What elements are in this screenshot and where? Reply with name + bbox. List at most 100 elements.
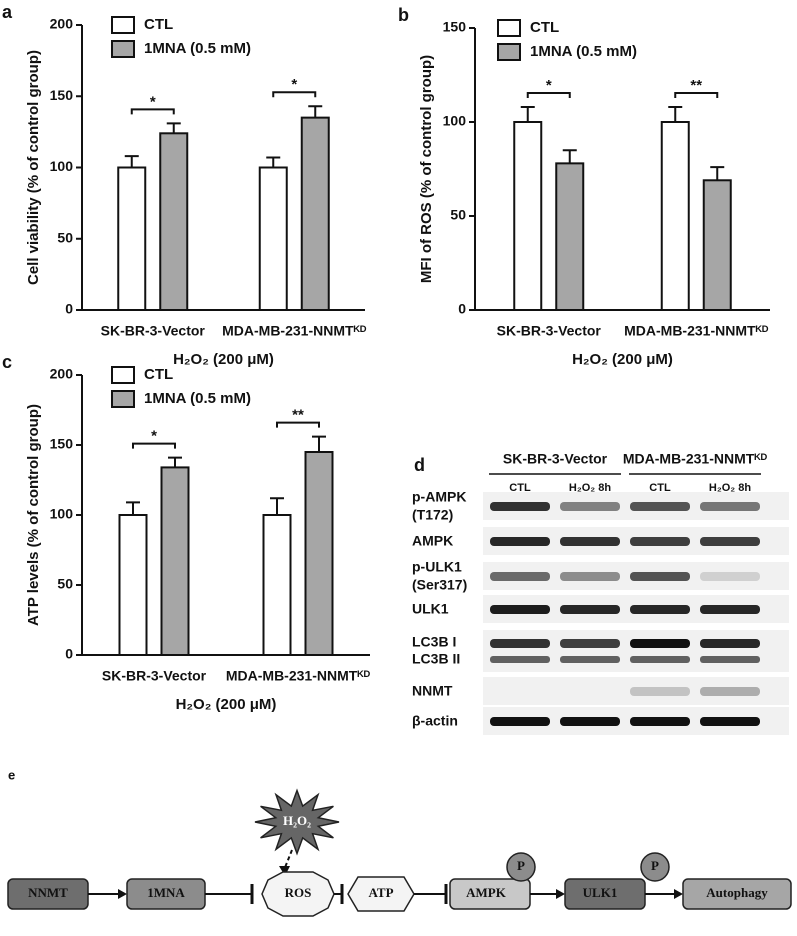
blot-band <box>560 572 620 581</box>
bar <box>304 451 334 656</box>
phospho-circle <box>506 852 536 882</box>
y-tick-label: 50 <box>57 576 73 592</box>
y-tick-label: 200 <box>50 16 74 32</box>
blot-band <box>490 656 550 663</box>
blot-band <box>560 537 620 546</box>
error-bar <box>126 501 140 515</box>
stimulus-burst <box>254 788 340 856</box>
row-label: (T172) <box>412 507 453 523</box>
node-label: ROS <box>285 885 312 900</box>
y-tick-label: 50 <box>450 207 466 223</box>
x-tick-label: SK-BR-3-Vector <box>102 668 207 684</box>
legend-swatch <box>497 19 521 37</box>
lane-label: CTL <box>509 482 531 494</box>
error-bar <box>668 105 683 122</box>
legend-swatch <box>111 390 135 408</box>
arrow-head <box>279 866 290 876</box>
blot-band <box>700 502 760 511</box>
blot-band <box>490 717 550 726</box>
error-bar <box>166 122 181 134</box>
error-bar <box>266 156 281 168</box>
blot-band <box>560 656 620 663</box>
blot-band <box>630 605 690 614</box>
panel-label: e <box>8 767 15 782</box>
legend-label: CTL <box>144 366 173 383</box>
x-tick-label: MDA-MB-231-NNMTᴷᴰ <box>222 323 367 339</box>
bar <box>159 132 189 311</box>
row-label: LC3B I <box>412 634 456 650</box>
y-tick-label: 0 <box>65 646 73 662</box>
y-tick-label: 100 <box>50 158 74 174</box>
bar <box>160 466 190 656</box>
blot-band <box>630 656 690 663</box>
significance-bracket <box>132 442 176 449</box>
group-label: MDA-MB-231-NNMTᴷᴰ <box>623 451 768 467</box>
x-tick-label: MDA-MB-231-NNMTᴷᴰ <box>226 668 371 684</box>
node-box <box>682 878 792 910</box>
bar <box>118 514 148 656</box>
bar <box>117 166 147 311</box>
y-tick-label: 150 <box>443 19 467 35</box>
panel-label: a <box>2 2 13 22</box>
blot-band <box>630 639 690 648</box>
y-tick-label: 100 <box>443 113 467 129</box>
node-label: Autophagy <box>706 885 768 900</box>
blot-band <box>630 572 690 581</box>
row-label: β-actin <box>412 713 458 729</box>
legend-swatch <box>111 366 135 384</box>
y-tick-label: 150 <box>50 436 74 452</box>
y-axis-label: MFI of ROS (% of control group) <box>418 55 435 283</box>
blot-strip <box>483 677 789 705</box>
row-label: ULK1 <box>412 601 449 617</box>
lane-label: H₂O₂ 8h <box>569 482 611 494</box>
blot-band <box>630 687 690 696</box>
blot-band <box>700 639 760 648</box>
phospho-label: P <box>517 858 525 873</box>
blot-band <box>700 572 760 581</box>
blot-band <box>630 502 690 511</box>
node-label: ULK1 <box>583 885 618 900</box>
y-tick-label: 100 <box>50 506 74 522</box>
stimulus-label: H₂O₂ <box>283 813 311 828</box>
panel-label: c <box>2 352 12 372</box>
legend-swatch <box>111 16 135 34</box>
blot-band <box>490 605 550 614</box>
node-label: 1MNA <box>147 885 185 900</box>
pathway-diagram: e H₂O₂ NNMT 1MNA ROS ATP AMPK ULK1 Autop… <box>7 767 792 917</box>
arrow-head <box>118 889 127 899</box>
node-label: AMPK <box>466 885 507 900</box>
blot-band <box>700 605 760 614</box>
error-bar <box>270 497 284 515</box>
error-bar <box>308 105 323 118</box>
x-tick-label: MDA-MB-231-NNMTᴷᴰ <box>624 323 769 339</box>
significance-label: ** <box>292 407 304 424</box>
row-label: LC3B II <box>412 651 460 667</box>
blot-band <box>490 537 550 546</box>
bar <box>660 121 690 311</box>
significance-label: * <box>151 428 157 445</box>
y-tick-label: 50 <box>57 229 73 245</box>
bar <box>262 514 292 656</box>
row-label: p-ULK1 <box>412 559 462 575</box>
y-tick-label: 150 <box>50 87 74 103</box>
group-label: SK-BR-3-Vector <box>503 451 608 467</box>
blot-band <box>630 717 690 726</box>
blot-band <box>700 656 760 663</box>
blot-band <box>700 687 760 696</box>
legend-swatch <box>497 43 521 61</box>
blot-band <box>490 572 550 581</box>
error-bar <box>562 149 577 164</box>
phospho-label: P <box>651 858 659 873</box>
legend-label: 1MNA (0.5 mM) <box>144 40 251 57</box>
x-axis-label: H₂O₂ (200 μM) <box>176 696 277 713</box>
panel-label: b <box>398 5 409 25</box>
bar <box>513 121 543 311</box>
blot-band <box>700 717 760 726</box>
row-label: (Ser317) <box>412 577 467 593</box>
y-tick-label: 0 <box>458 301 466 317</box>
significance-bracket <box>276 421 320 428</box>
blot-band <box>490 502 550 511</box>
row-label: p-AMPK <box>412 489 466 505</box>
y-tick-label: 0 <box>65 301 73 317</box>
significance-label: ** <box>690 77 702 94</box>
